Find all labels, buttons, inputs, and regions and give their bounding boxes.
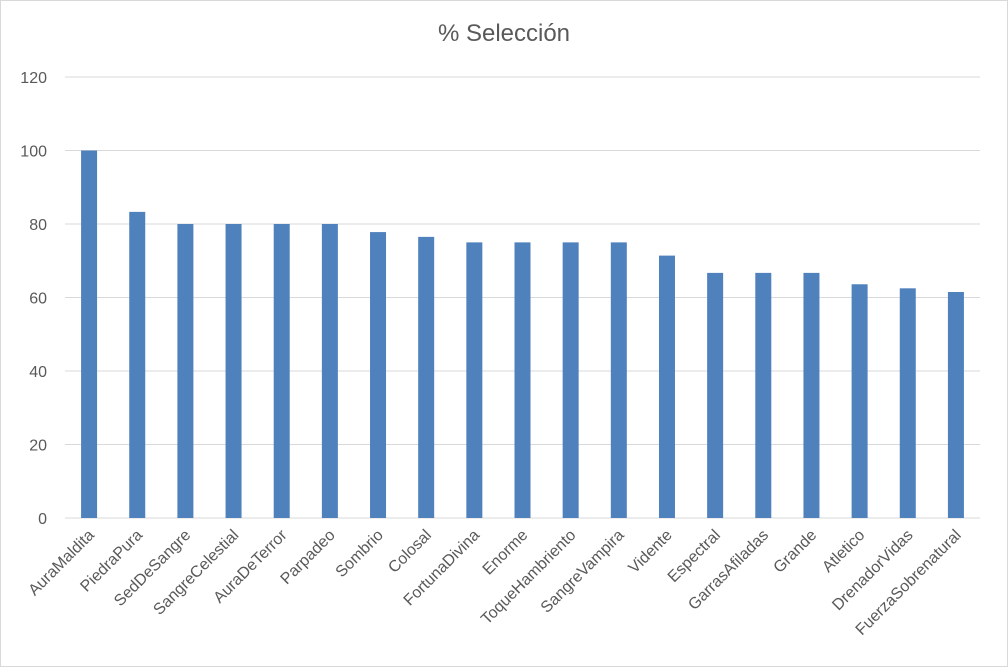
bar [177, 224, 194, 518]
x-tick-label: SangreCelestial [150, 527, 242, 619]
y-tick-label: 20 [29, 438, 47, 455]
y-tick-label: 0 [38, 511, 47, 528]
bar [610, 242, 627, 518]
x-tick-label: Grande [771, 527, 821, 577]
bar [129, 211, 146, 518]
bar [370, 232, 387, 518]
bar [707, 272, 724, 518]
bar [899, 288, 916, 518]
y-tick-label: 60 [29, 291, 47, 308]
bar [418, 236, 435, 519]
y-tick-label: 100 [20, 144, 47, 161]
bar [562, 242, 579, 518]
bar [803, 272, 820, 518]
bar [658, 255, 675, 519]
y-tick-label: 80 [29, 217, 47, 234]
bar [273, 224, 290, 518]
bar [321, 224, 338, 518]
bar [755, 272, 772, 518]
bar [225, 224, 242, 518]
chart-title: % Selección [437, 20, 571, 47]
x-tick-label: Sombrio [333, 527, 387, 581]
x-tick-label: Atletico [819, 527, 868, 576]
y-tick-label: 120 [20, 70, 47, 87]
bar [851, 284, 868, 518]
bar [947, 291, 964, 518]
y-tick-label: 40 [29, 364, 47, 381]
bar [466, 242, 483, 518]
x-tick-label: SangreVampira [538, 527, 628, 617]
bar [514, 242, 531, 518]
bar [81, 150, 98, 518]
